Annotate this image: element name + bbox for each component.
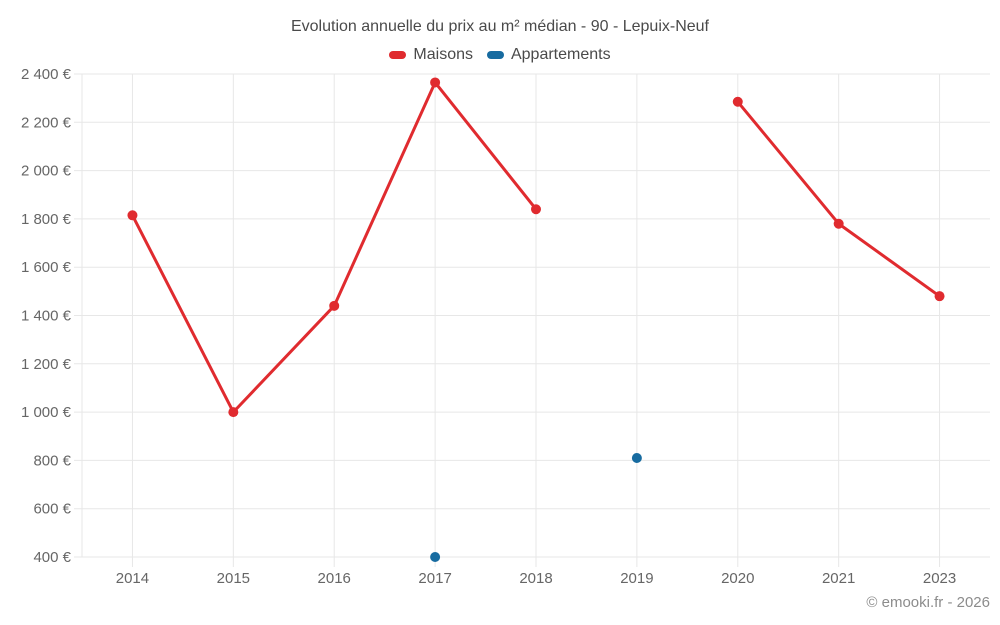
- maisons-point-2021[interactable]: [833, 218, 844, 229]
- y-axis-label: 1 000 €: [21, 404, 72, 421]
- maisons-point-2015[interactable]: [228, 407, 239, 418]
- y-axis-label: 1 800 €: [21, 211, 72, 228]
- copyright-footer: © emooki.fr - 2026: [866, 594, 990, 611]
- x-axis-label: 2017: [418, 570, 451, 587]
- x-axis-label: 2014: [116, 570, 149, 587]
- y-axis-label: 1 400 €: [21, 308, 72, 325]
- maisons-point-2023[interactable]: [934, 291, 945, 302]
- legend-label-maisons: Maisons: [413, 46, 473, 63]
- y-axis-label: 600 €: [33, 501, 71, 518]
- legend-item-appartements[interactable]: Appartements: [486, 46, 611, 64]
- maisons-point-2017[interactable]: [430, 77, 441, 88]
- appartements-point-2017[interactable]: [430, 552, 441, 562]
- chart-title: Evolution annuelle du prix au m² médian …: [290, 18, 709, 35]
- y-axis-label: 2 200 €: [21, 114, 72, 131]
- x-axis-label: 2015: [217, 570, 250, 587]
- y-axis-label: 800 €: [33, 452, 71, 469]
- y-axis-label: 400 €: [33, 549, 71, 566]
- x-axis-label: 2020: [721, 570, 754, 587]
- x-axis-label: 2021: [822, 570, 855, 587]
- x-axis-label: 2016: [318, 570, 351, 587]
- maisons-point-2018[interactable]: [531, 204, 541, 215]
- legend: Maisons Appartements: [0, 46, 1000, 64]
- appartements-series-marker-icon: [486, 51, 504, 59]
- y-axis-label: 2 000 €: [21, 163, 72, 180]
- x-axis-label: 2023: [923, 570, 956, 587]
- legend-item-maisons[interactable]: Maisons: [389, 46, 473, 64]
- y-axis-label: 2 400 €: [21, 66, 72, 83]
- legend-label-appartements: Appartements: [510, 46, 611, 63]
- maisons-point-2014[interactable]: [127, 210, 138, 221]
- maisons-point-2016[interactable]: [329, 300, 340, 311]
- appartements-point-2019[interactable]: [631, 452, 642, 463]
- maisons-series-marker-icon: [389, 51, 407, 59]
- x-axis-label: 2018: [519, 570, 552, 587]
- maisons-point-2020[interactable]: [732, 96, 743, 107]
- x-axis-label: 2019: [620, 570, 653, 587]
- y-axis-label: 1 200 €: [21, 356, 72, 373]
- y-axis-label: 1 600 €: [21, 259, 72, 276]
